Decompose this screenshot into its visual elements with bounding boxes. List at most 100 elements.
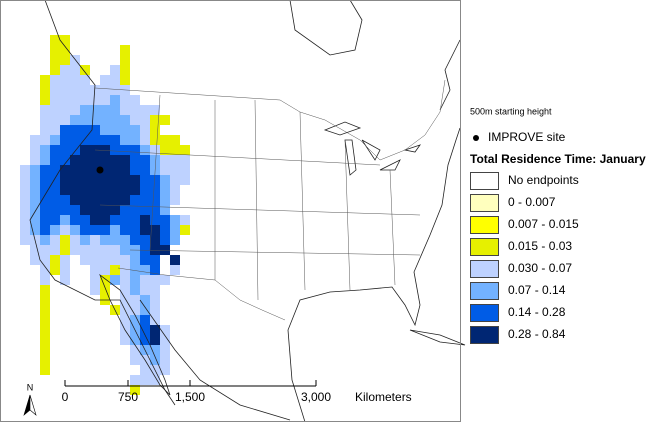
grid-cell [60,65,70,75]
grid-cell [30,225,40,235]
grid-cell [110,75,120,85]
grid-cell [100,215,110,225]
grid-cell [90,185,100,195]
grid-cell [120,105,130,115]
grid-cell [60,245,70,255]
grid-cell [120,135,130,145]
grid-cell [80,195,90,205]
grid-cell [100,285,110,295]
grid-cell [20,185,30,195]
grid-cell [60,85,70,95]
grid-cell [80,165,90,175]
legend-label: 0.007 - 0.015 [508,217,579,231]
grid-cell [110,235,120,245]
legend-label: 0.07 - 0.14 [508,283,566,297]
grid-cell [60,75,70,85]
grid-cell [80,185,90,195]
grid-cell [160,135,170,145]
grid-cell [130,155,140,165]
grid-cell [100,255,110,265]
residence-grid [20,35,190,395]
grid-cell [100,145,110,155]
grid-cell [160,225,170,235]
grid-cell [40,155,50,165]
grid-cell [160,145,170,155]
grid-cell [160,115,170,125]
grid-cell [20,175,30,185]
grid-cell [160,165,170,175]
grid-cell [110,185,120,195]
grid-cell [120,75,130,85]
grid-cell [120,45,130,55]
grid-cell [50,235,60,245]
grid-cell [110,225,120,235]
grid-cell [80,225,90,235]
grid-cell [160,325,170,335]
grid-cell [80,115,90,125]
grid-cell [110,135,120,145]
grid-cell [40,355,50,365]
grid-cell [50,195,60,205]
grid-cell [60,255,70,265]
grid-cell [50,205,60,215]
grid-cell [40,335,50,345]
grid-cell [90,265,100,275]
grid-cell [130,235,140,245]
grid-cell [160,235,170,245]
grid-cell [80,85,90,95]
grid-cell [50,85,60,95]
grid-cell [90,195,100,205]
grid-cell [150,115,160,125]
grid-cell [120,195,130,205]
scale-bar: 0 750 1,500 3,000 Kilometers [62,380,412,404]
grid-cell [50,135,60,145]
grid-cell [80,245,90,255]
grid-cell [50,265,60,275]
grid-cell [60,45,70,55]
grid-cell [160,195,170,205]
improve-site [96,166,104,174]
grid-cell [180,175,190,185]
grid-cell [30,185,40,195]
grid-cell [130,95,140,105]
grid-cell [150,375,160,385]
grid-cell [40,135,50,145]
grid-cell [160,155,170,165]
grid-cell [140,295,150,305]
grid-cell [50,75,60,85]
grid-cell [40,305,50,315]
grid-cell [120,275,130,285]
grid-cell [150,255,160,265]
legend-swatch [470,172,499,190]
grid-cell [120,165,130,175]
grid-cell [60,145,70,155]
grid-cell [150,235,160,245]
west-coast [29,0,176,406]
grid-cell [40,125,50,135]
grid-cell [70,195,80,205]
grid-cell [170,265,180,275]
grid-cell [110,245,120,255]
grid-cell [140,235,150,245]
grid-cell [70,225,80,235]
grid-cell [90,245,100,255]
grid-cell [50,95,60,105]
grid-cell [150,355,160,365]
grid-cell [140,285,150,295]
grid-cell [160,215,170,225]
grid-cell [70,125,80,135]
grid-cell [90,255,100,265]
grid-cell [40,315,50,325]
grid-cell [120,225,130,235]
grid-cell [50,175,60,185]
grid-cell [140,165,150,175]
grid-cell [90,205,100,215]
grid-cell [70,165,80,175]
grid-cell [170,155,180,165]
grid-cell [80,255,90,265]
grid-cell [130,185,140,195]
grid-cell [40,325,50,335]
grid-cell [40,205,50,215]
north-arrow: N [23,382,37,416]
grid-cell [160,345,170,355]
